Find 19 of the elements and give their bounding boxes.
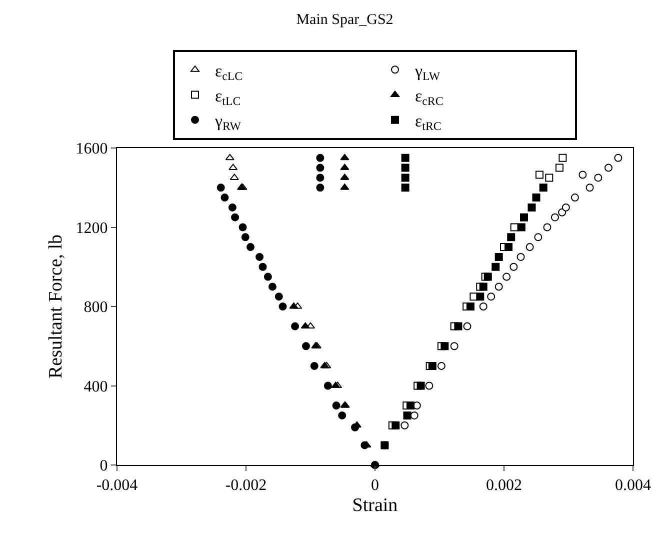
legend-label: γ$_{LW}$ (414, 61, 441, 83)
y-tick-label: 0 (100, 458, 108, 475)
legend-label: ε$_{tRC}$ (415, 111, 442, 134)
y-tick-label: 400 (84, 378, 108, 396)
legend-label: ε$_{cRC}$ (415, 86, 444, 108)
legend-label: ε$_{tLC}$ (215, 86, 241, 108)
x-tick-label: 0 (371, 477, 379, 494)
x-tick-label: 0.004 (615, 477, 651, 494)
x-tick-label: -0.004 (96, 477, 138, 494)
legend-label: ε$_{cLC}$ (215, 61, 243, 83)
x-axis-title: Strain (352, 495, 398, 516)
y-tick-label: 1600 (76, 140, 108, 158)
y-tick-label: 1200 (76, 220, 108, 237)
y-axis-title: Resultant Force, lb (46, 234, 67, 379)
x-tick-label: 0.002 (486, 477, 522, 494)
chart-title: Main Spar_GS2 (296, 12, 394, 28)
x-tick-label: -0.002 (225, 477, 267, 494)
legend-label: γ$_{RW}$ (214, 111, 242, 134)
y-tick-label: 800 (84, 299, 108, 316)
